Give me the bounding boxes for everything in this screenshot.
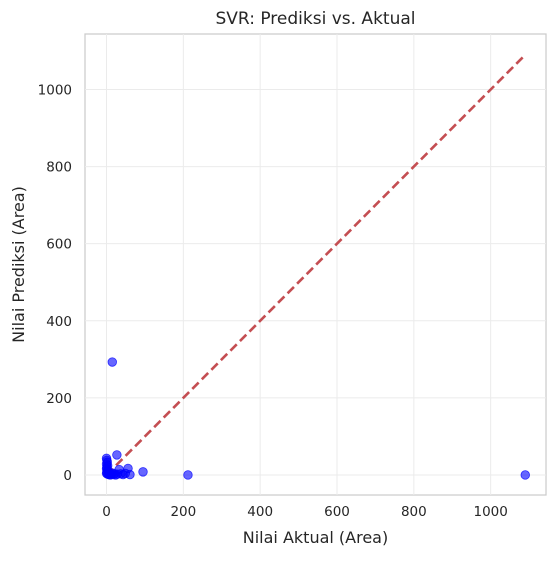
scatter-point (183, 470, 193, 480)
scatter-points (101, 357, 530, 480)
x-tick-label: 800 (401, 504, 427, 520)
reference-line-layer (105, 53, 527, 476)
x-tick-label: 400 (247, 504, 273, 520)
x-tick-label: 0 (102, 504, 111, 520)
y-tick-label: 400 (46, 314, 72, 330)
y-axis-label: Nilai Prediksi (Area) (9, 186, 28, 343)
reference-line (105, 53, 527, 476)
grid-layer (85, 34, 546, 495)
y-tick-label: 600 (46, 237, 72, 253)
scatter-point (520, 470, 530, 480)
chart-title: SVR: Prediksi vs. Aktual (216, 9, 416, 29)
scatter-point (112, 450, 122, 460)
y-tick-label: 1000 (38, 83, 72, 99)
scatter-point (138, 467, 148, 477)
y-tick-label: 800 (46, 160, 72, 176)
scatter-point (107, 357, 117, 367)
tick-labels: 0 200 400 600 800 1000 0 200 400 600 800 1000 (38, 83, 508, 520)
scatter-point (125, 469, 135, 480)
x-tick-label: 600 (324, 504, 350, 520)
y-tick-label: 200 (46, 391, 72, 407)
x-tick-label: 200 (170, 504, 196, 520)
y-tick-label: 0 (63, 468, 72, 484)
x-axis-label: Nilai Aktual (Area) (243, 528, 388, 547)
x-tick-label: 1000 (474, 504, 508, 520)
